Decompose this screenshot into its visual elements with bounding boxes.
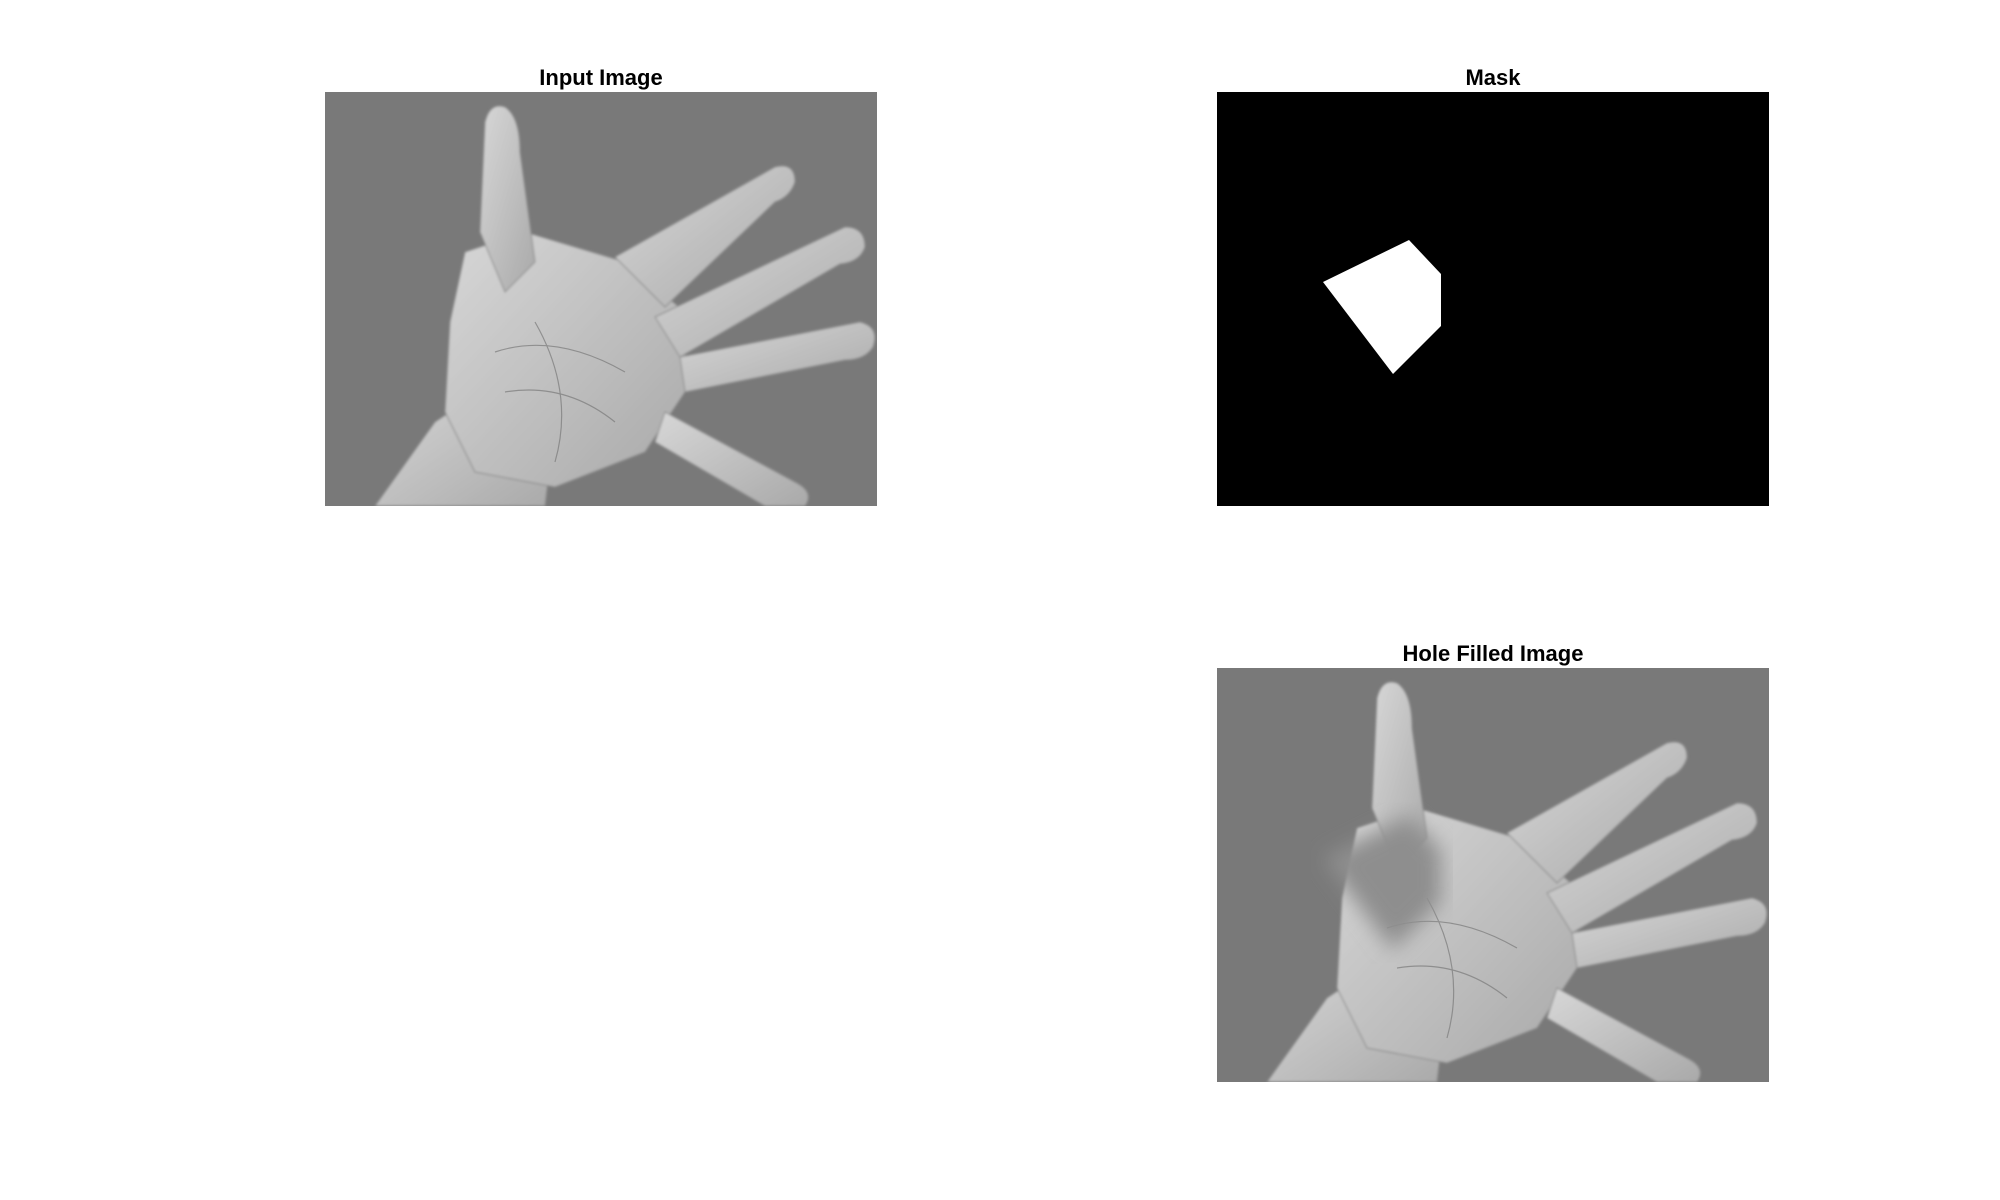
mask-image <box>1217 92 1769 506</box>
hole-filled-image <box>1217 668 1769 1082</box>
filled-region <box>1323 816 1441 950</box>
mask-region <box>1323 240 1441 374</box>
hole-filled-panel: Hole Filled Image <box>1217 640 1769 1082</box>
panel-title: Mask <box>1465 65 1521 90</box>
panel-title: Input Image <box>539 65 663 90</box>
input-image-panel: Input Image <box>325 64 877 506</box>
input-image <box>325 92 877 506</box>
panel-title: Hole Filled Image <box>1402 641 1584 666</box>
mask-panel: Mask <box>1217 64 1769 506</box>
